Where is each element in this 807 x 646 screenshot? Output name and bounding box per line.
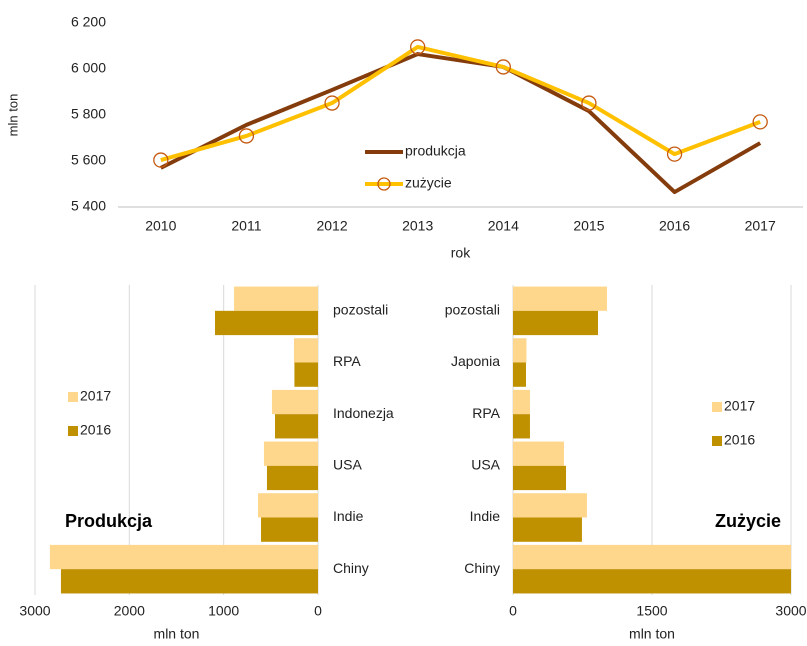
bar <box>513 310 598 336</box>
legend-label: 2016 <box>80 422 111 438</box>
x-tick-label: 2017 <box>745 218 776 234</box>
marker <box>410 39 426 55</box>
legend-marker <box>377 177 391 191</box>
legend-label: 2017 <box>724 398 755 414</box>
x-tick-label: 3000 <box>775 603 806 619</box>
bar <box>513 517 582 542</box>
y-axis-label: mln ton <box>5 94 20 137</box>
bar <box>214 310 318 336</box>
line <box>159 52 762 195</box>
marker <box>666 146 683 162</box>
x-tick-label: 2013 <box>402 218 433 234</box>
y-tick-label: 5 600 <box>71 152 106 168</box>
bar <box>293 338 318 363</box>
bar <box>258 493 318 518</box>
legend-swatch <box>712 402 722 412</box>
marker <box>153 152 169 168</box>
bar <box>261 517 318 542</box>
x-tick-label: 2012 <box>316 218 347 234</box>
legend-swatch <box>68 426 78 436</box>
bar <box>513 286 607 311</box>
legend-label: zużycie <box>405 175 452 191</box>
marker <box>581 95 597 111</box>
category-label: Indie <box>470 508 501 524</box>
category-label: pozostali <box>333 302 388 318</box>
category-label: Chiny <box>333 560 369 576</box>
bar <box>266 465 318 491</box>
bar <box>513 389 530 415</box>
marker <box>238 128 255 144</box>
category-label: Indie <box>333 508 364 524</box>
bar <box>513 338 527 363</box>
x-tick-label: 0 <box>509 603 517 619</box>
x-tick-label: 2014 <box>488 218 519 234</box>
x-tick-label: 2015 <box>573 218 604 234</box>
bar <box>513 465 567 491</box>
legend-swatch <box>68 392 78 402</box>
category-label: Japonia <box>451 353 500 369</box>
bar <box>263 441 318 466</box>
bar <box>513 544 791 570</box>
x-tick-label: 2011 <box>231 218 261 234</box>
bar <box>294 362 318 387</box>
bar <box>513 362 526 387</box>
legend-label: produkcja <box>405 143 466 159</box>
category-label: RPA <box>472 405 500 421</box>
y-tick-label: 6 000 <box>71 60 106 76</box>
bar <box>513 493 587 518</box>
marker <box>324 95 340 111</box>
annotation: Zużycie <box>715 511 781 531</box>
annotation: Produkcja <box>65 511 153 531</box>
x-axis-label: mln ton <box>154 626 200 642</box>
x-tick-label: 2010 <box>145 218 176 234</box>
category-label: USA <box>471 457 500 473</box>
line <box>160 44 761 163</box>
bar <box>60 569 319 594</box>
bar <box>513 414 530 439</box>
y-tick-label: 6 200 <box>71 14 106 30</box>
y-tick-label: 5 800 <box>71 106 106 122</box>
x-axis-label: rok <box>451 245 471 261</box>
x-tick-label: 1500 <box>636 603 667 619</box>
x-axis-label: mln ton <box>629 626 675 642</box>
bar <box>234 286 318 311</box>
category-label: RPA <box>333 353 361 369</box>
legend-swatch <box>712 436 722 446</box>
category-label: USA <box>333 457 362 473</box>
marker <box>752 114 768 130</box>
bar <box>271 389 318 415</box>
bar <box>274 414 318 439</box>
category-label: Indonezja <box>333 405 394 421</box>
legend-label: 2017 <box>80 388 111 404</box>
x-tick-label: 1000 <box>208 603 239 619</box>
category-label: Chiny <box>464 560 500 576</box>
x-tick-label: 2016 <box>659 218 690 234</box>
x-tick-label: 2000 <box>114 603 145 619</box>
bar <box>513 569 791 594</box>
marker <box>495 59 511 75</box>
category-label: pozostali <box>445 302 500 318</box>
x-tick-label: 0 <box>314 603 322 619</box>
bar <box>513 441 564 466</box>
x-tick-label: 3000 <box>19 603 50 619</box>
bar <box>49 544 319 570</box>
y-tick-label: 5 400 <box>71 198 106 214</box>
legend-label: 2016 <box>724 432 755 448</box>
